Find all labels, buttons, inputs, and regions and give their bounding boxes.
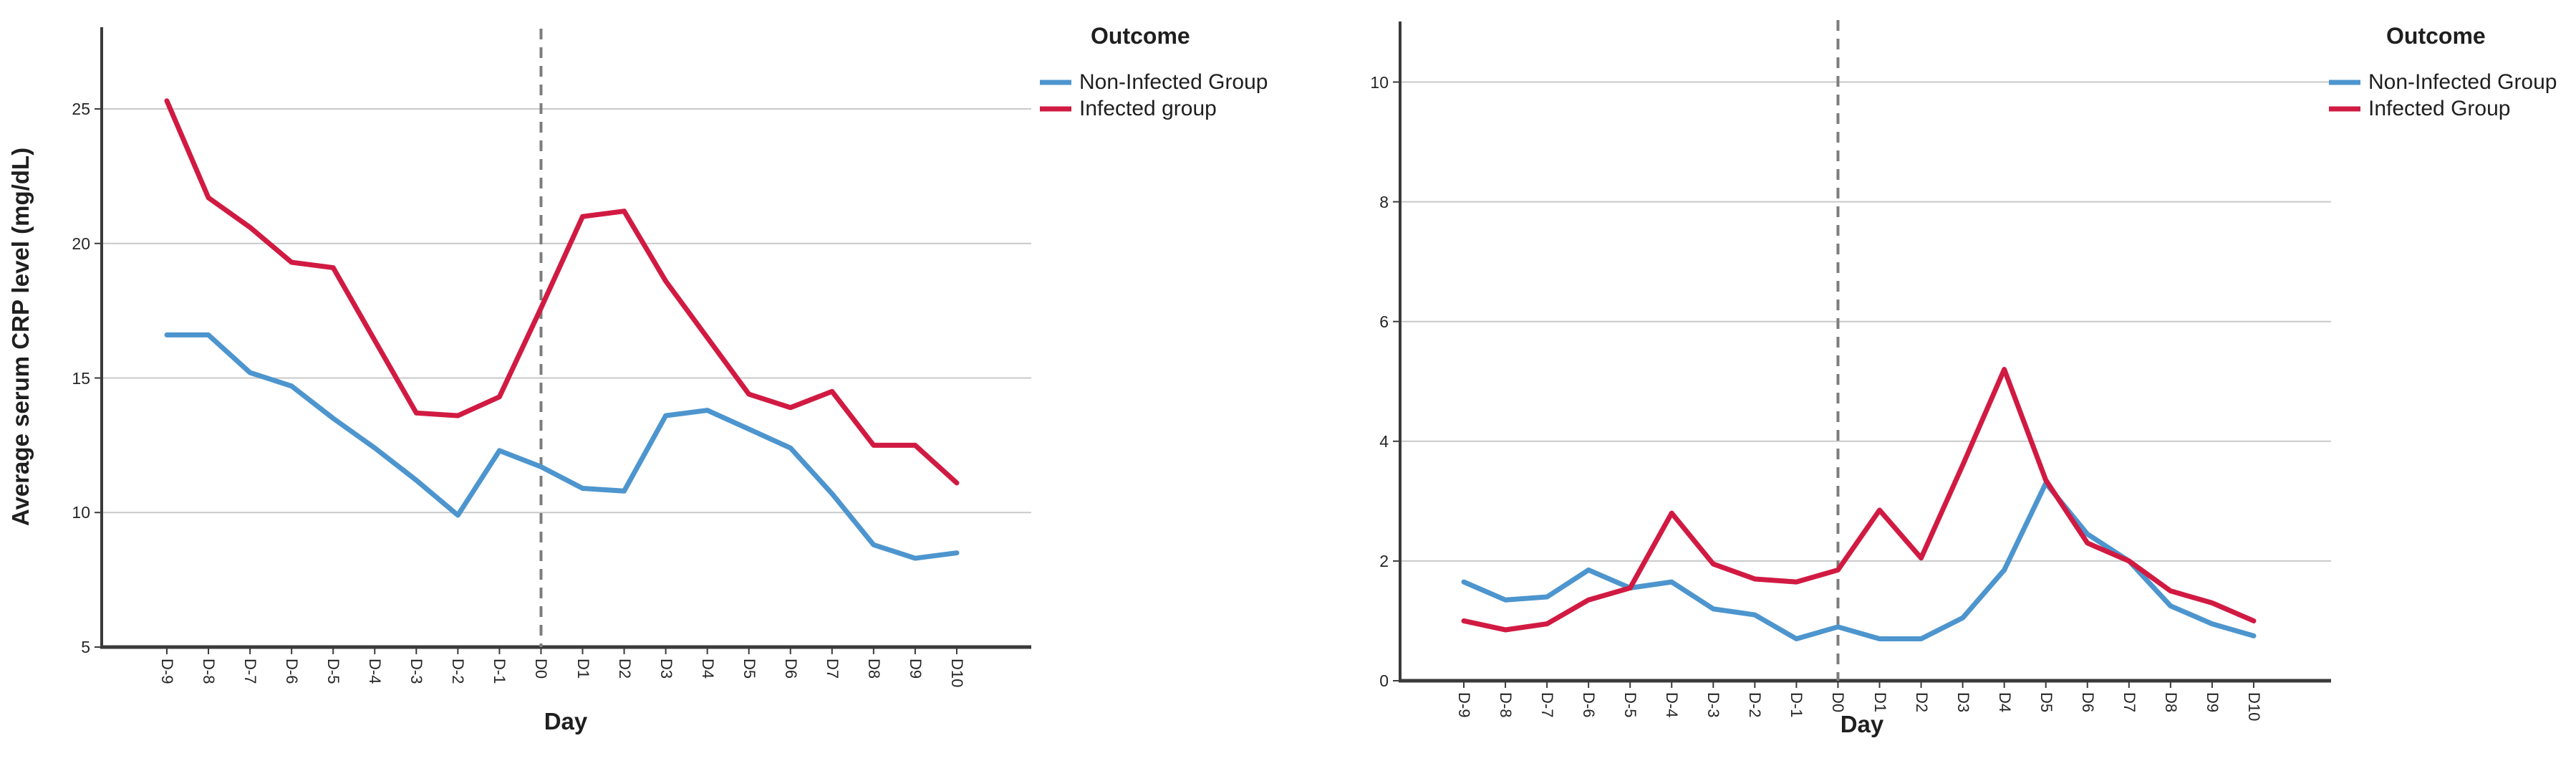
x-tick-label: D9 <box>2203 692 2222 713</box>
left-chart <box>95 27 1071 654</box>
x-tick-label: D2 <box>1912 692 1931 713</box>
x-tick-label: D-4 <box>1663 692 1682 718</box>
x-tick-label: D3 <box>1954 692 1972 713</box>
y-tick-label: 8 <box>1379 192 1389 211</box>
left-legend-label-infected: Infected group <box>1079 97 1217 120</box>
y-tick-label: 6 <box>1379 312 1389 331</box>
y-tick-label: 10 <box>72 503 90 522</box>
x-tick-label: D-3 <box>407 659 426 684</box>
x-tick-label: D4 <box>1995 692 2014 713</box>
x-tick-label: D-8 <box>200 659 218 684</box>
x-tick-label: D7 <box>823 659 841 679</box>
right-legend-title: Outcome <box>2386 23 2486 49</box>
x-tick-label: D0 <box>532 659 551 679</box>
x-tick-label: D-4 <box>366 659 385 684</box>
x-tick-label: D1 <box>574 659 592 679</box>
y-tick-label: 25 <box>72 100 90 118</box>
series-line-infected <box>1461 367 2257 633</box>
x-tick-label: D-2 <box>1746 692 1765 718</box>
y-tick-label: 4 <box>1379 431 1389 451</box>
x-tick-label: D-9 <box>1455 692 1473 718</box>
left-x-axis-title: Day <box>544 708 588 734</box>
x-tick-label: D-5 <box>324 659 343 684</box>
x-tick-label: D0 <box>1829 692 1848 713</box>
right-chart <box>1393 20 2360 688</box>
right-legend-label-infected: Infected Group <box>2368 97 2511 120</box>
y-tick-label: 0 <box>1379 671 1389 690</box>
left-y-axis-title: Average serum CRP level (mg/dL) <box>7 147 34 527</box>
x-tick-label: D-1 <box>1788 692 1806 718</box>
x-tick-label: D5 <box>740 659 758 679</box>
left-legend-label-non-infected: Non-Infected Group <box>1079 70 1268 94</box>
x-tick-label: D9 <box>906 659 925 679</box>
y-tick-label: 2 <box>1379 551 1389 570</box>
left-legend-title: Outcome <box>1091 23 1190 49</box>
x-tick-label: D10 <box>947 659 966 688</box>
y-tick-label: 5 <box>81 638 90 656</box>
right-x-axis-title: Day <box>1840 711 1884 737</box>
x-tick-label: D-6 <box>1580 692 1598 718</box>
x-tick-label: D2 <box>615 659 634 679</box>
x-tick-label: D1 <box>1871 692 1889 713</box>
x-tick-label: D4 <box>698 659 717 679</box>
x-tick-label: D6 <box>2078 692 2097 713</box>
x-tick-label: D8 <box>864 659 883 679</box>
x-tick-label: D-7 <box>1538 692 1557 718</box>
series-line-non-infected <box>164 332 960 561</box>
x-tick-label: D-6 <box>283 659 302 684</box>
x-tick-label: D8 <box>2161 692 2180 713</box>
x-tick-label: D5 <box>2037 692 2055 713</box>
x-tick-label: D-3 <box>1704 692 1723 718</box>
x-tick-label: D3 <box>657 659 675 679</box>
x-tick-label: D-5 <box>1621 692 1640 718</box>
x-tick-label: D-1 <box>491 659 509 684</box>
y-tick-label: 15 <box>72 368 90 388</box>
right-legend-label-non-infected: Non-Infected Group <box>2368 70 2557 94</box>
x-tick-label: D-7 <box>241 659 260 684</box>
x-tick-label: D6 <box>781 659 800 679</box>
x-tick-label: D-8 <box>1497 692 1515 718</box>
y-tick-label: 20 <box>72 234 90 253</box>
x-tick-label: D-9 <box>158 659 176 684</box>
x-tick-label: D7 <box>2120 692 2138 713</box>
x-tick-label: D10 <box>2244 692 2263 722</box>
series-line-infected <box>164 98 960 486</box>
y-tick-label: 10 <box>1370 72 1389 92</box>
x-tick-label: D-2 <box>449 659 468 684</box>
